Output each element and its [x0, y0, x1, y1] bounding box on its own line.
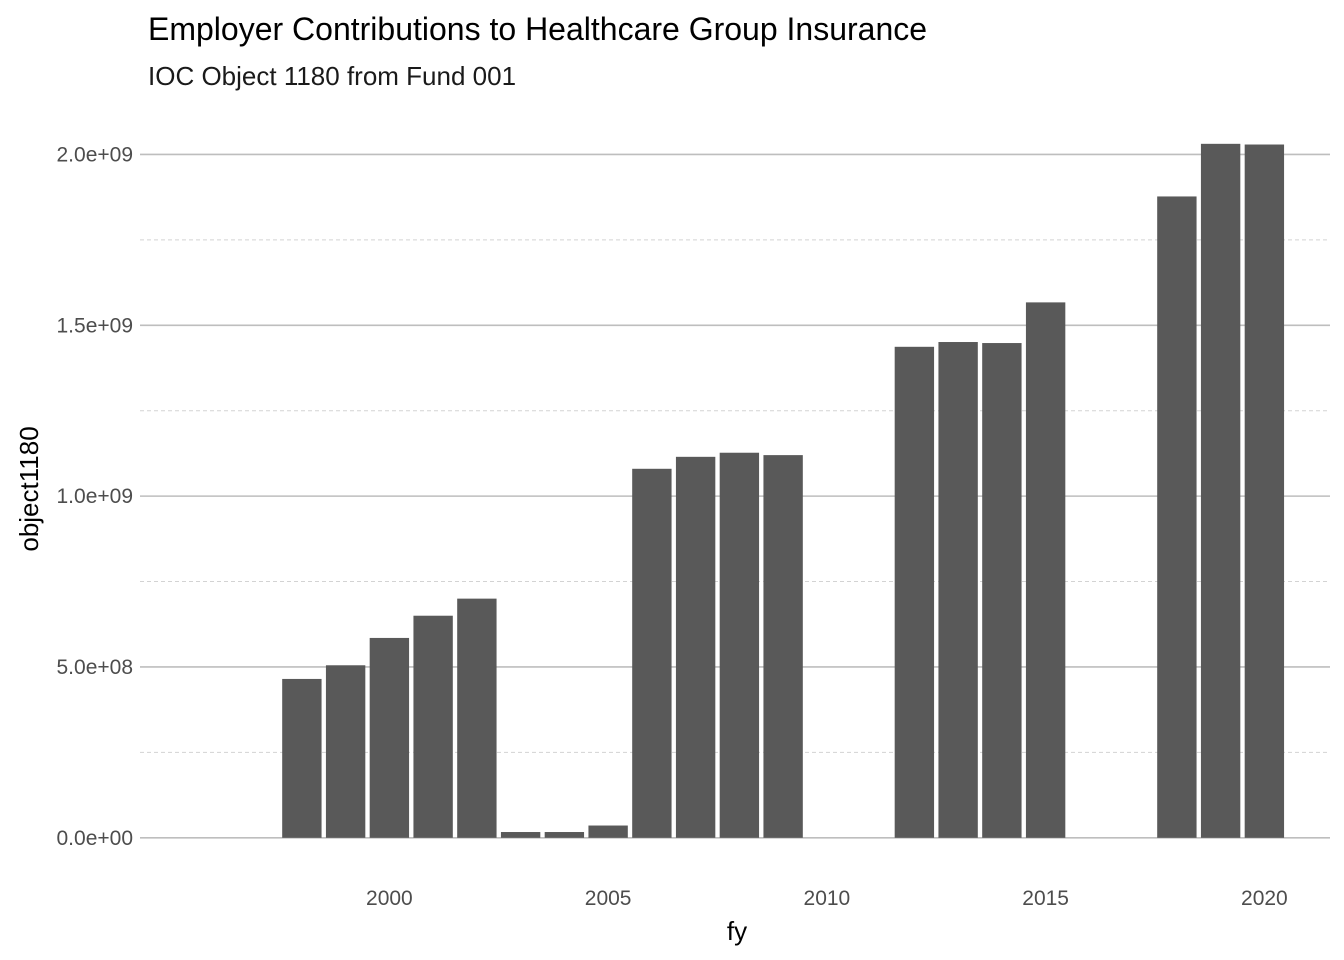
bar-1999 — [325, 665, 366, 838]
bar-2018 — [1157, 196, 1197, 838]
bar-2002 — [457, 598, 497, 838]
chart-title: Employer Contributions to Healthcare Gro… — [148, 11, 927, 47]
x-axis-ticks: 2000 2005 2010 2015 2020 — [366, 887, 1288, 910]
bar-2012 — [894, 346, 935, 838]
bar-2000 — [369, 637, 410, 838]
x-tick-label: 2010 — [804, 887, 851, 910]
chart-subtitle: IOC Object 1180 from Fund 001 — [148, 61, 516, 91]
y-axis-ticks: 0.0e+00 5.0e+08 1.0e+09 1.5e+09 2.0e+09 — [57, 143, 134, 849]
x-tick-label: 2020 — [1241, 887, 1288, 910]
bar-1998 — [282, 678, 322, 838]
y-tick-label: 5.0e+08 — [57, 656, 134, 679]
bar-2004 — [544, 832, 585, 838]
bars — [282, 143, 1285, 838]
x-axis-title: fy — [727, 916, 747, 946]
bar-2003 — [500, 832, 541, 838]
bar-2014 — [982, 343, 1022, 838]
y-tick-label: 1.0e+09 — [57, 485, 134, 508]
y-axis-title: object1180 — [14, 426, 44, 551]
bar-2007 — [675, 456, 716, 838]
y-tick-label: 2.0e+09 — [57, 143, 134, 166]
bar-2015 — [1025, 302, 1066, 838]
bar-2008 — [719, 452, 760, 838]
bar-2006 — [632, 468, 672, 838]
x-tick-label: 2015 — [1022, 887, 1069, 910]
bar-2020 — [1244, 144, 1285, 838]
bar-2013 — [938, 342, 978, 838]
bar-2001 — [413, 615, 453, 838]
x-tick-label: 2005 — [585, 887, 632, 910]
y-tick-label: 0.0e+00 — [57, 827, 134, 850]
x-tick-label: 2000 — [366, 887, 413, 910]
y-tick-label: 1.5e+09 — [57, 314, 134, 337]
bar-2005 — [588, 825, 628, 838]
bar-2019 — [1200, 143, 1241, 838]
bar-2009 — [763, 455, 803, 838]
